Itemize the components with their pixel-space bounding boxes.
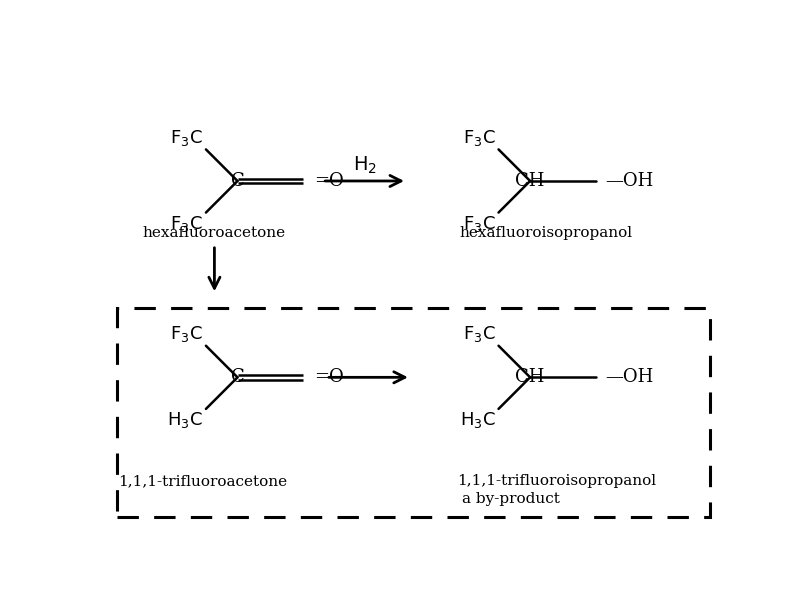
Text: a by-product: a by-product <box>462 492 560 506</box>
Text: C: C <box>231 172 244 190</box>
Text: $\mathregular{H_2}$: $\mathregular{H_2}$ <box>352 155 376 176</box>
Text: $\mathregular{H_3}$C: $\mathregular{H_3}$C <box>459 411 496 430</box>
Text: C: C <box>231 368 244 386</box>
Text: =O: =O <box>314 172 343 190</box>
Text: $\mathregular{F_3}$C: $\mathregular{F_3}$C <box>463 324 496 344</box>
Text: $\mathregular{F_3}$C: $\mathregular{F_3}$C <box>170 324 203 344</box>
Text: 1,1,1-trifluoroisopropanol: 1,1,1-trifluoroisopropanol <box>458 474 657 488</box>
Text: —OH: —OH <box>604 368 653 386</box>
Text: $\mathregular{F_3}$C: $\mathregular{F_3}$C <box>463 214 496 234</box>
Text: $\mathregular{F_3}$C: $\mathregular{F_3}$C <box>170 128 203 148</box>
Text: $\mathregular{H_3}$C: $\mathregular{H_3}$C <box>167 411 203 430</box>
FancyBboxPatch shape <box>117 308 709 518</box>
Text: =O: =O <box>314 368 343 386</box>
Text: $\mathregular{F_3}$C: $\mathregular{F_3}$C <box>463 128 496 148</box>
Text: hexafluoroisopropanol: hexafluoroisopropanol <box>459 226 632 239</box>
Text: hexafluoroacetone: hexafluoroacetone <box>143 226 286 239</box>
Text: CH: CH <box>515 368 545 386</box>
Text: —OH: —OH <box>604 172 653 190</box>
Text: CH: CH <box>515 172 545 190</box>
Text: 1,1,1-trifluoroacetone: 1,1,1-trifluoroacetone <box>118 474 288 488</box>
Text: $\mathregular{F_3}$C: $\mathregular{F_3}$C <box>170 214 203 234</box>
